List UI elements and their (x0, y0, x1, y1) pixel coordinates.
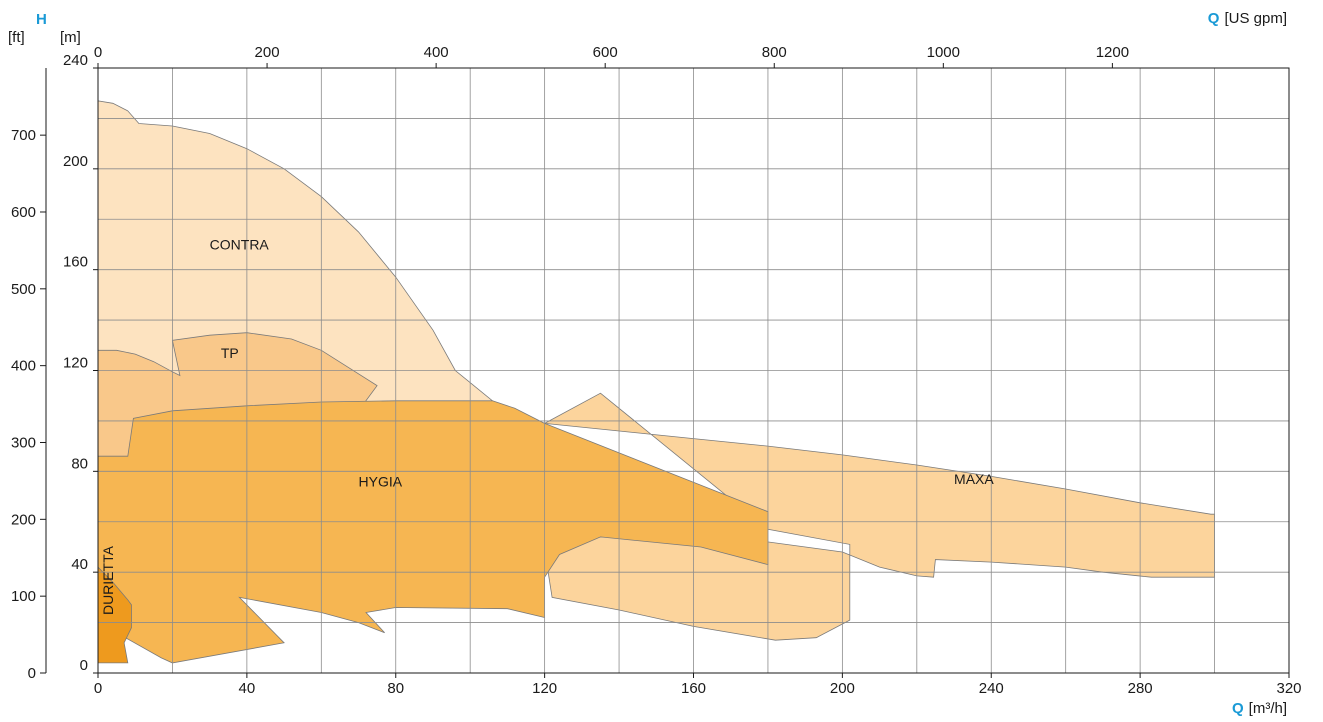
chart-grid (98, 68, 1289, 673)
x-axis-symbol: Q (1232, 700, 1244, 717)
x-tick-label: 280 (1128, 680, 1153, 697)
region-label-hygia: HYGIA (359, 473, 403, 489)
y2-tick-label: 700 (11, 127, 36, 144)
region-labels: CONTRA TP MAXA HYGIA DURIETTA (100, 237, 994, 616)
x-tick-label: 80 (387, 680, 404, 697)
y-axis-symbol: H (36, 11, 47, 28)
region-label-maxa: MAXA (954, 471, 994, 487)
x2-tick-label: 800 (762, 44, 787, 61)
region-label-durietta: DURIETTA (100, 545, 116, 615)
x2-tick-label: 200 (255, 44, 280, 61)
x2-tick-label: 400 (424, 44, 449, 61)
x-tick-label: 160 (681, 680, 706, 697)
x-axis-unit: [m³/h] (1249, 700, 1287, 717)
y-tick-label: 0 (80, 657, 88, 674)
region-label-tp: TP (221, 345, 239, 361)
x-axis-title: Q [m³/h] (1232, 700, 1287, 717)
region-maxa (543, 392, 1215, 641)
x2-tick-label: 1000 (927, 44, 960, 61)
x-tick-label: 0 (94, 680, 102, 697)
y-tick-label: 200 (63, 153, 88, 170)
region-hygia (97, 400, 769, 673)
y2-tick-label: 300 (11, 434, 36, 451)
x-tick-label: 320 (1276, 680, 1301, 697)
y-tick-label: 160 (63, 254, 88, 271)
y-tick-label: 40 (71, 556, 88, 573)
x2-axis-symbol: Q (1208, 10, 1220, 27)
y-tick-label: 120 (63, 355, 88, 372)
y2-tick-label: 0 (28, 665, 36, 682)
x-tick-label: 120 (532, 680, 557, 697)
y2-tick-label: 400 (11, 358, 36, 375)
performance-regions (97, 100, 1215, 673)
y2-tick-label: 500 (11, 281, 36, 298)
x2-tick-label: 600 (593, 44, 618, 61)
y-axis-unit: [m] (60, 29, 81, 46)
x-tick-label: 200 (830, 680, 855, 697)
x2-axis-title: Q [US gpm] (1208, 10, 1287, 27)
y2-tick-label: 200 (11, 511, 36, 528)
y-tick-label: 80 (71, 455, 88, 472)
y2-tick-label: 600 (11, 204, 36, 221)
x-tick-label: 40 (239, 680, 256, 697)
x-tick-label: 240 (979, 680, 1004, 697)
x2-tick-label: 0 (94, 44, 102, 61)
y-tick-label: 240 (63, 52, 88, 69)
region-label-contra: CONTRA (210, 237, 270, 253)
x2-axis-unit: [US gpm] (1224, 10, 1287, 27)
x2-tick-label: 1200 (1096, 44, 1129, 61)
y2-tick-label: 100 (11, 588, 36, 605)
y2-axis-unit: [ft] (8, 29, 25, 46)
